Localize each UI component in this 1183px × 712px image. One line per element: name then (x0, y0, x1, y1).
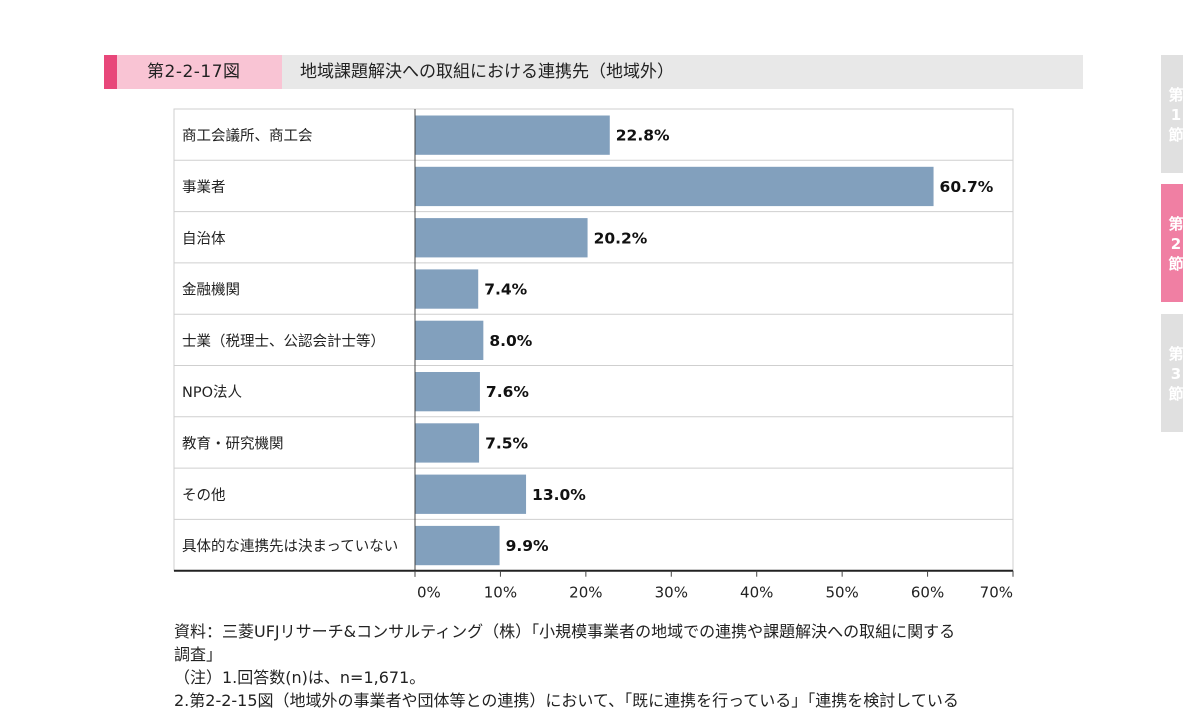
side-tab-char: 1 (1170, 106, 1182, 124)
data-label: 7.6% (486, 383, 529, 401)
category-label: 具体的な連携先は決まっていない (182, 538, 398, 555)
bar-chart: 商工会議所、商工会 22.8% 事業者 60.7% 自治体 20.2% 金融機関 7.4% 士業… (173, 108, 1014, 602)
x-tick-label: 50% (825, 584, 858, 602)
category-label: 教育・研究機関 (182, 435, 284, 452)
x-tick-label: 10% (484, 584, 517, 602)
side-tab-char: 節 (1168, 385, 1183, 403)
category-label: その他 (182, 487, 226, 504)
x-tick-label: 60% (911, 584, 944, 602)
side-tab-char: 2 (1170, 235, 1182, 253)
bar (415, 115, 610, 155)
data-label: 20.2% (594, 229, 648, 247)
category-label: NPO法人 (182, 384, 242, 401)
side-tab-char: 節 (1168, 126, 1183, 144)
data-label: 60.7% (940, 178, 994, 196)
side-tab-char: 節 (1168, 255, 1183, 273)
side-tab-char: 第 (1168, 215, 1183, 233)
figure-header-accent (104, 55, 117, 89)
bar (415, 372, 480, 412)
bar (415, 474, 527, 514)
bar (415, 423, 480, 463)
bar (415, 525, 500, 566)
x-tick-label: 0% (417, 584, 441, 602)
data-label: 9.9% (506, 537, 549, 555)
category-label: 商工会議所、商工会 (182, 127, 313, 145)
side-tab-section-3[interactable]: 第 3 節 (1161, 314, 1183, 432)
x-tick-label: 30% (655, 584, 688, 602)
category-label: 金融機関 (182, 282, 240, 299)
source-notes: 資料：三菱UFJリサーチ&コンサルティング（株）「小規模事業者の地域での連携や課… (174, 620, 1024, 712)
note-line-1: （注）1.回答数(n)は、n=1,671。 (174, 668, 426, 687)
x-tick-label: 70% (980, 584, 1013, 602)
data-label: 7.4% (484, 281, 527, 299)
side-tab-char: 3 (1170, 365, 1182, 383)
data-label: 7.5% (485, 434, 528, 452)
side-tab-char: 第 (1168, 345, 1183, 363)
data-label: 22.8% (616, 127, 670, 145)
category-label: 自治体 (182, 230, 226, 247)
side-tab-section-1[interactable]: 第 1 節 (1161, 55, 1183, 173)
x-tick-label: 40% (740, 584, 773, 602)
category-label: 事業者 (182, 179, 226, 196)
source-line-2: 調査」 (174, 645, 223, 664)
side-tab-char: 第 (1168, 86, 1183, 104)
bar (415, 166, 934, 207)
note-line-2: 2.第2-2-15図（地域外の事業者や団体等との連携）において、「既に連携を行っ… (174, 691, 959, 710)
category-label: 士業（税理士、公認会計士等） (182, 332, 385, 350)
bar (415, 320, 484, 360)
source-line-1: 資料：三菱UFJリサーチ&コンサルティング（株）「小規模事業者の地域での連携や課… (174, 622, 956, 641)
bar (415, 269, 479, 309)
side-tab-section-2[interactable]: 第 2 節 (1161, 184, 1183, 302)
data-label: 13.0% (532, 486, 586, 504)
figure-number: 第2-2-17図 (117, 55, 282, 89)
data-label: 8.0% (489, 332, 532, 350)
figure-title: 地域課題解決への取組における連携先（地域外） (300, 62, 674, 82)
x-tick-label: 20% (569, 584, 602, 602)
bar (415, 218, 588, 258)
